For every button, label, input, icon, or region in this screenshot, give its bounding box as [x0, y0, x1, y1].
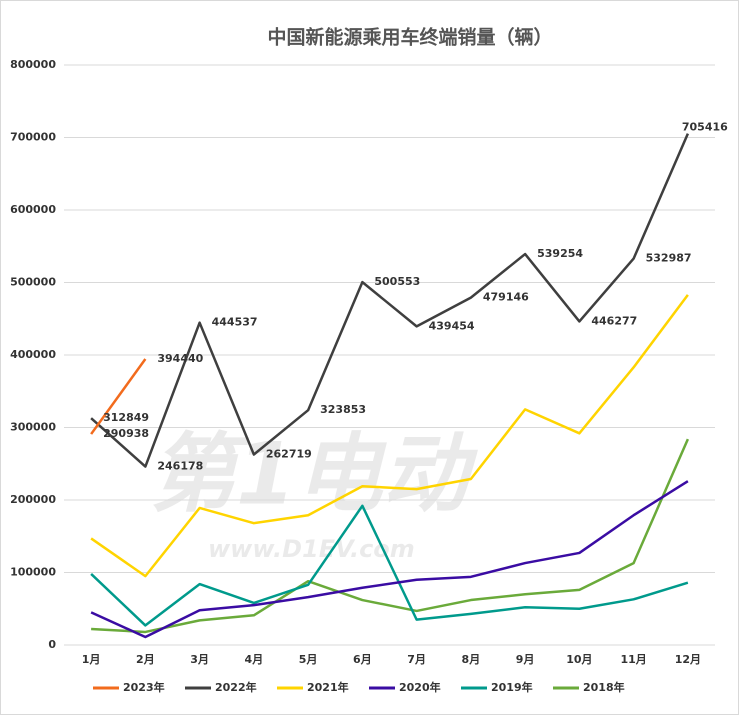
series-line	[90, 133, 690, 468]
y-tick-label: 400000	[10, 348, 56, 361]
y-tick-label: 300000	[10, 421, 56, 434]
data-label: 246178	[157, 460, 203, 473]
series-line	[90, 294, 689, 578]
x-tick-label: 12月	[675, 653, 701, 666]
data-label: 439454	[429, 319, 475, 332]
x-tick-label: 1月	[82, 653, 101, 666]
watermark-url: www.D1EV.com	[208, 535, 415, 563]
y-tick-label: 100000	[10, 566, 56, 579]
x-tick-label: 10月	[566, 653, 592, 666]
y-tick-label: 600000	[10, 203, 56, 216]
watermark-brand: 第1电动	[150, 424, 479, 524]
x-tick-label: 8月	[462, 653, 481, 666]
x-tick-label: 11月	[620, 653, 646, 666]
data-label: 444537	[212, 316, 258, 329]
data-label: 539254	[537, 247, 583, 260]
x-tick-label: 6月	[353, 653, 372, 666]
data-label: 394440	[157, 352, 203, 365]
data-label: 262719	[266, 448, 312, 461]
x-tick-label: 3月	[190, 653, 209, 666]
series-line	[90, 480, 689, 639]
data-label: 312849	[103, 411, 149, 424]
legend-label: 2022年	[215, 680, 257, 694]
data-label: 532987	[646, 252, 692, 265]
data-label: 323853	[320, 403, 366, 416]
data-label: 290938	[103, 427, 149, 440]
y-tick-label: 200000	[10, 493, 56, 506]
y-tick-label: 700000	[10, 131, 56, 144]
data-label: 446277	[591, 314, 637, 327]
legend-label: 2019年	[491, 680, 533, 694]
legend-label: 2018年	[583, 680, 625, 694]
data-label: 500553	[374, 275, 420, 288]
data-label: 705416	[682, 121, 728, 134]
x-tick-label: 9月	[516, 653, 535, 666]
y-tick-label: 800000	[10, 58, 56, 71]
x-tick-label: 7月	[407, 653, 426, 666]
series-line	[90, 504, 689, 627]
legend-label: 2020年	[399, 680, 441, 694]
y-tick-label: 500000	[10, 276, 56, 289]
chart-title: 中国新能源乘用车终端销量（辆）	[267, 26, 552, 49]
x-tick-label: 2月	[136, 653, 155, 666]
series-line	[91, 438, 690, 634]
data-label: 479146	[483, 291, 529, 304]
x-tick-label: 5月	[299, 653, 318, 666]
legend-label: 2021年	[307, 680, 349, 694]
legend-label: 2023年	[123, 680, 165, 694]
x-tick-label: 4月	[245, 653, 264, 666]
series-line	[90, 358, 147, 435]
y-tick-label: 0	[48, 638, 56, 651]
